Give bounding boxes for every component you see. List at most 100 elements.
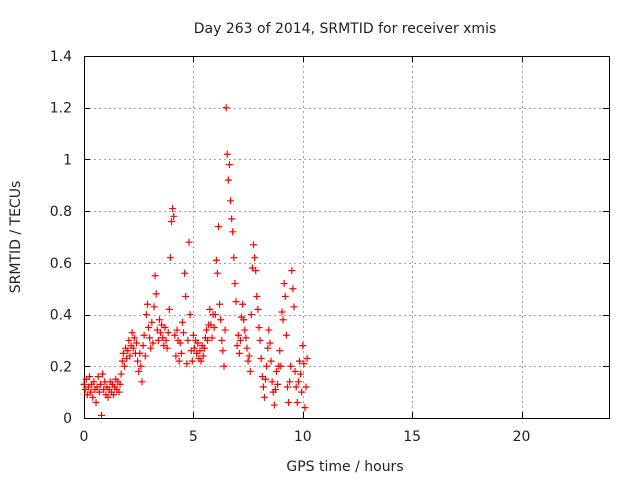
data-point: [247, 311, 255, 319]
data-point: [242, 334, 250, 342]
data-point: [90, 378, 98, 386]
data-point: [300, 360, 308, 368]
y-tick-label: 0.2: [50, 359, 72, 375]
data-point: [184, 336, 192, 344]
data-point: [117, 370, 125, 378]
data-point: [178, 318, 186, 326]
data-point: [206, 305, 214, 313]
data-point: [239, 300, 247, 308]
data-point: [291, 367, 299, 375]
data-point: [293, 398, 301, 406]
chart-title: Day 263 of 2014, SRMTID for receiver xmi…: [194, 21, 497, 37]
data-point: [92, 398, 100, 406]
data-point: [290, 303, 298, 311]
data-point: [137, 362, 145, 370]
data-point: [170, 212, 178, 220]
data-point: [149, 339, 157, 347]
data-point: [227, 197, 235, 205]
data-point: [271, 386, 279, 394]
x-tick-label: 5: [189, 429, 198, 445]
data-point: [129, 344, 137, 352]
data-point: [161, 324, 169, 331]
y-axis-label: SRMTID / TECUs: [8, 181, 24, 294]
data-point: [189, 331, 197, 339]
data-point: [246, 367, 254, 375]
data-point: [223, 150, 231, 158]
data-point: [250, 241, 258, 249]
data-point: [98, 411, 105, 419]
data-point: [110, 391, 118, 399]
plot-frame: [84, 56, 610, 419]
data-point: [286, 378, 294, 386]
data-point: [196, 347, 204, 355]
data-point: [87, 388, 95, 396]
data-point: [126, 352, 134, 360]
data-point: [141, 352, 149, 360]
data-point: [240, 316, 248, 324]
data-point: [154, 336, 162, 344]
data-point: [190, 344, 198, 352]
data-point: [283, 383, 291, 391]
data-point: [140, 331, 148, 339]
data-point: [215, 223, 223, 231]
data-point: [134, 357, 142, 365]
data-point: [104, 393, 112, 401]
data-point: [253, 292, 261, 300]
data-point: [299, 342, 307, 350]
data-point: [185, 238, 193, 246]
data-point: [224, 176, 232, 184]
data-point: [298, 388, 306, 396]
data-point: [281, 292, 289, 300]
data-point: [216, 300, 224, 308]
data-point: [157, 329, 165, 337]
data-point: [155, 316, 163, 324]
data-point: [168, 217, 175, 225]
data-point: [255, 324, 263, 331]
data-point: [303, 355, 311, 363]
x-tick-label: 15: [403, 429, 421, 445]
x-tick-label: 10: [294, 429, 312, 445]
data-point: [85, 373, 93, 381]
data-point: [244, 357, 252, 365]
data-point: [80, 380, 88, 388]
data-point: [136, 349, 144, 357]
data-point: [301, 404, 309, 412]
data-point: [289, 285, 297, 293]
data-point: [273, 367, 280, 375]
data-point: [145, 324, 153, 331]
data-point: [233, 342, 241, 350]
data-point: [210, 324, 218, 331]
data-point: [213, 269, 221, 277]
data-point: [221, 326, 229, 334]
data-point: [147, 344, 155, 352]
data-point: [186, 311, 194, 319]
y-tick-label: 1: [63, 152, 72, 168]
data-point: [243, 344, 251, 352]
data-point: [235, 349, 243, 357]
data-point: [287, 362, 295, 370]
data-point: [270, 401, 278, 409]
data-point: [95, 388, 103, 396]
data-point: [241, 326, 249, 334]
data-point: [229, 228, 237, 236]
data-point: [256, 336, 264, 344]
data-point: [204, 336, 212, 344]
data-point: [116, 380, 124, 388]
data-point: [164, 329, 172, 337]
data-point: [252, 267, 260, 275]
data-point: [151, 272, 159, 280]
grid: [84, 56, 609, 418]
data-point: [165, 305, 173, 313]
data-point: [177, 349, 185, 357]
data-point: [264, 344, 272, 352]
data-point: [274, 380, 282, 388]
data-point: [181, 269, 189, 277]
data-point: [148, 318, 156, 326]
data-point: [143, 300, 151, 308]
data-point: [265, 326, 273, 334]
data-point: [180, 329, 188, 337]
data-point: [218, 336, 226, 344]
x-axis-label: GPS time / hours: [286, 459, 403, 475]
data-point: [119, 349, 127, 357]
